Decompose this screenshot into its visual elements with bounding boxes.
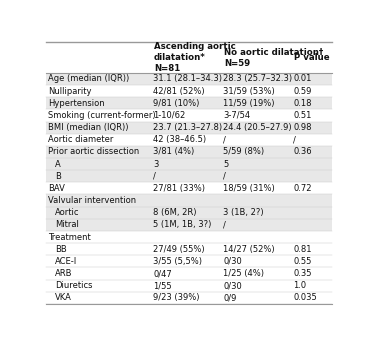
Text: B: B — [55, 172, 61, 181]
Text: 42/81 (52%): 42/81 (52%) — [154, 86, 205, 96]
Text: 8 (6M, 2R): 8 (6M, 2R) — [154, 208, 197, 217]
Text: 0.35: 0.35 — [293, 269, 312, 278]
Text: /: / — [224, 172, 226, 181]
Text: 3/81 (4%): 3/81 (4%) — [154, 147, 194, 156]
Text: 1-10/62: 1-10/62 — [154, 111, 186, 120]
Text: Aortic diameter: Aortic diameter — [48, 135, 114, 144]
Text: 0.81: 0.81 — [293, 245, 312, 254]
Text: 0/47: 0/47 — [154, 269, 172, 278]
Text: Ascending aortic
dilatation*
N=81: Ascending aortic dilatation* N=81 — [154, 43, 236, 73]
Text: No aortic dilatation†
N=59: No aortic dilatation† N=59 — [224, 48, 323, 68]
Text: Hypertension: Hypertension — [48, 99, 105, 108]
Text: /: / — [224, 135, 226, 144]
Text: 18/59 (31%): 18/59 (31%) — [224, 184, 275, 193]
Text: ACE-I: ACE-I — [55, 257, 77, 266]
Bar — [46, 194, 332, 206]
Text: 11/59 (19%): 11/59 (19%) — [224, 99, 275, 108]
Text: Valvular intervention: Valvular intervention — [48, 196, 137, 205]
Text: 28.3 (25.7–32.3): 28.3 (25.7–32.3) — [224, 74, 293, 83]
Bar — [46, 109, 332, 121]
Bar — [46, 121, 332, 134]
Bar — [46, 134, 332, 146]
Text: Nulliparity: Nulliparity — [48, 86, 92, 96]
Text: 24.4 (20.5–27.9): 24.4 (20.5–27.9) — [224, 123, 292, 132]
Text: Mitral: Mitral — [55, 221, 79, 229]
Text: 5 (1M, 1B, 3?): 5 (1M, 1B, 3?) — [154, 221, 212, 229]
Text: Smoking (current-former): Smoking (current-former) — [48, 111, 156, 120]
Bar — [46, 73, 332, 85]
Bar — [46, 255, 332, 268]
Text: 1/25 (4%): 1/25 (4%) — [224, 269, 265, 278]
Bar — [46, 146, 332, 158]
Text: 9/23 (39%): 9/23 (39%) — [154, 293, 200, 303]
Text: 0/9: 0/9 — [224, 293, 237, 303]
Text: 1.0: 1.0 — [293, 281, 307, 290]
Bar — [46, 206, 332, 219]
Text: /: / — [154, 172, 156, 181]
Text: BAV: BAV — [48, 184, 65, 193]
Bar — [46, 158, 332, 170]
Text: 0/30: 0/30 — [224, 281, 242, 290]
Text: 0.36: 0.36 — [293, 147, 312, 156]
Text: 3: 3 — [154, 159, 159, 168]
Text: 5/59 (8%): 5/59 (8%) — [224, 147, 265, 156]
Text: ARB: ARB — [55, 269, 72, 278]
Text: 0.01: 0.01 — [293, 74, 312, 83]
Text: 0.18: 0.18 — [293, 99, 312, 108]
Text: 23.7 (21.3–27.8): 23.7 (21.3–27.8) — [154, 123, 223, 132]
Bar — [46, 292, 332, 304]
Text: 3 (1B, 2?): 3 (1B, 2?) — [224, 208, 264, 217]
Text: Prior aortic dissection: Prior aortic dissection — [48, 147, 139, 156]
Bar — [46, 280, 332, 292]
Text: 0.59: 0.59 — [293, 86, 312, 96]
Text: Diuretics: Diuretics — [55, 281, 92, 290]
Text: 0/30: 0/30 — [224, 257, 242, 266]
Text: 0.98: 0.98 — [293, 123, 312, 132]
Text: /: / — [224, 221, 226, 229]
Text: 0.72: 0.72 — [293, 184, 312, 193]
Text: A: A — [55, 159, 61, 168]
Text: 27/81 (33%): 27/81 (33%) — [154, 184, 206, 193]
Text: Treatment: Treatment — [48, 233, 91, 241]
Text: 3-7/54: 3-7/54 — [224, 111, 251, 120]
Text: Aortic: Aortic — [55, 208, 79, 217]
Text: BMI (median (IQR)): BMI (median (IQR)) — [48, 123, 129, 132]
Bar — [46, 268, 332, 280]
Text: 0.035: 0.035 — [293, 293, 317, 303]
Bar — [46, 85, 332, 97]
Text: VKA: VKA — [55, 293, 72, 303]
Text: 14/27 (52%): 14/27 (52%) — [224, 245, 275, 254]
Bar — [46, 219, 332, 231]
Text: 1/55: 1/55 — [154, 281, 172, 290]
Text: 0.51: 0.51 — [293, 111, 312, 120]
Bar — [46, 43, 332, 73]
Bar — [46, 170, 332, 182]
Text: 27/49 (55%): 27/49 (55%) — [154, 245, 205, 254]
Text: 31/59 (53%): 31/59 (53%) — [224, 86, 275, 96]
Text: 5: 5 — [224, 159, 229, 168]
Bar — [46, 97, 332, 109]
Bar — [46, 182, 332, 194]
Text: 31.1 (28.1–34.3): 31.1 (28.1–34.3) — [154, 74, 223, 83]
Bar — [46, 231, 332, 243]
Text: Age (median (IQR)): Age (median (IQR)) — [48, 74, 130, 83]
Text: 42 (38–46.5): 42 (38–46.5) — [154, 135, 207, 144]
Text: 0.55: 0.55 — [293, 257, 312, 266]
Text: /: / — [293, 135, 296, 144]
Text: P value: P value — [294, 53, 330, 62]
Text: 9/81 (10%): 9/81 (10%) — [154, 99, 200, 108]
Text: 3/55 (5,5%): 3/55 (5,5%) — [154, 257, 202, 266]
Text: BB: BB — [55, 245, 66, 254]
Bar — [46, 243, 332, 255]
